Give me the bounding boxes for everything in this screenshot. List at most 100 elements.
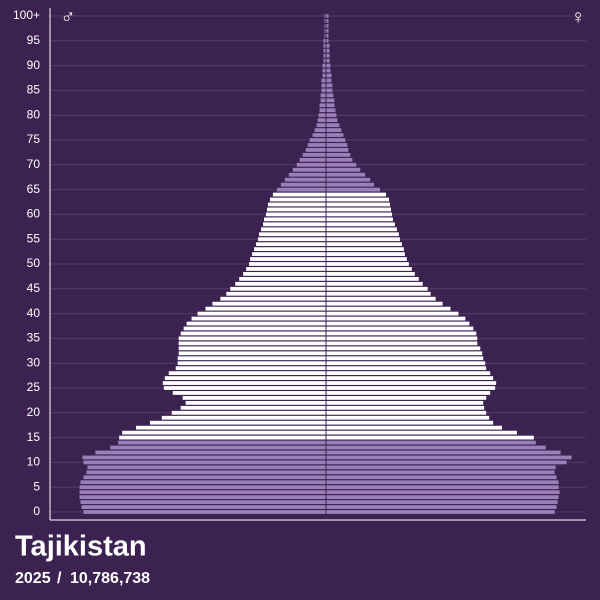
bar	[302, 152, 326, 157]
bar	[122, 430, 326, 435]
bar	[326, 490, 560, 495]
bar	[205, 306, 326, 311]
bar	[326, 212, 392, 217]
bar	[186, 321, 326, 326]
bar	[326, 366, 487, 371]
bar	[180, 331, 326, 336]
bar	[326, 207, 391, 212]
bar	[320, 93, 326, 98]
bar	[178, 351, 326, 356]
y-tick-label: 65	[27, 182, 41, 196]
bar	[182, 396, 326, 400]
bar	[307, 143, 326, 147]
bar	[326, 465, 556, 470]
bar	[183, 326, 326, 331]
bar	[95, 450, 326, 455]
bar	[326, 202, 390, 207]
bar	[326, 227, 397, 232]
bar	[326, 133, 344, 137]
bar	[326, 306, 451, 311]
bar	[326, 123, 340, 128]
bar	[326, 410, 487, 415]
bar	[326, 341, 478, 346]
bar	[324, 28, 326, 33]
bar	[326, 14, 329, 18]
bar	[326, 197, 389, 202]
bar	[261, 227, 326, 232]
bar	[326, 78, 332, 83]
y-tick-label: 60	[27, 207, 41, 221]
bar	[326, 63, 331, 68]
y-tick-label: 30	[27, 355, 41, 369]
bar	[326, 301, 443, 306]
bar	[326, 138, 346, 142]
bar	[258, 237, 326, 242]
bar	[326, 68, 331, 73]
y-tick-label: 10	[27, 455, 41, 469]
bar	[119, 435, 326, 440]
bar	[326, 267, 412, 271]
bar	[326, 128, 342, 132]
bar	[326, 93, 334, 98]
bar	[212, 301, 326, 306]
bar	[326, 24, 329, 28]
bar	[226, 291, 326, 296]
bar	[326, 391, 491, 395]
bar	[172, 391, 326, 395]
bar	[326, 470, 555, 475]
bar	[326, 43, 330, 48]
bar	[326, 286, 428, 291]
bar	[326, 222, 395, 227]
bar	[118, 440, 326, 445]
bar	[249, 262, 326, 266]
bar	[316, 123, 326, 128]
y-tick-label: 85	[27, 83, 41, 97]
bar	[314, 128, 326, 132]
bar	[326, 405, 485, 410]
y-tick-label: 75	[27, 132, 41, 146]
y-tick-label: 90	[27, 58, 41, 72]
bar	[326, 232, 399, 237]
bar	[171, 410, 326, 415]
bar	[299, 157, 326, 162]
bar	[136, 425, 326, 430]
bar	[81, 505, 326, 509]
bar	[80, 480, 326, 485]
y-tick-label: 5	[33, 479, 40, 493]
bar	[322, 63, 326, 68]
bar	[326, 38, 329, 43]
bar	[319, 103, 326, 108]
bar	[178, 346, 326, 351]
bar	[80, 500, 326, 504]
bar	[326, 371, 491, 376]
bar	[326, 396, 487, 400]
chart-title: Tajikistan	[15, 531, 147, 563]
bar	[79, 495, 326, 500]
bar	[168, 371, 326, 376]
bar	[259, 232, 326, 237]
y-tick-label: 15	[27, 430, 41, 444]
bar	[256, 242, 326, 247]
bar	[312, 133, 326, 137]
bar	[164, 376, 326, 380]
bar	[323, 43, 326, 48]
bar	[296, 162, 326, 167]
bar	[326, 148, 349, 152]
bar	[326, 430, 517, 435]
bar	[161, 415, 326, 420]
bar	[326, 331, 477, 336]
bar	[79, 485, 326, 490]
bar	[177, 361, 326, 366]
bar	[326, 475, 557, 480]
y-tick-label: 40	[27, 306, 41, 320]
bar	[324, 24, 326, 28]
bar	[323, 48, 326, 53]
bar	[191, 316, 326, 321]
bar	[326, 247, 404, 252]
bar	[326, 272, 415, 276]
bar	[326, 321, 470, 326]
bar	[326, 48, 330, 53]
bar	[323, 53, 326, 58]
bar	[326, 118, 338, 123]
bar	[326, 252, 405, 256]
